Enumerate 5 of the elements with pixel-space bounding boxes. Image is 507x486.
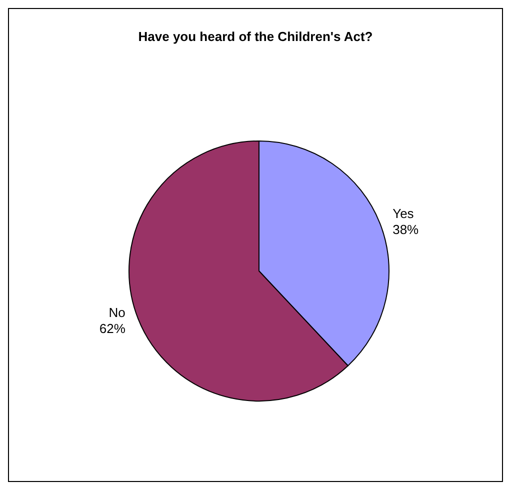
- slice-label: Yes: [392, 206, 414, 222]
- data-label: 62%: [99, 320, 126, 336]
- chart-title: Have you heard of the Children's Act?: [138, 29, 373, 44]
- slice-label: No: [108, 304, 126, 320]
- data-label: 38%: [392, 222, 420, 238]
